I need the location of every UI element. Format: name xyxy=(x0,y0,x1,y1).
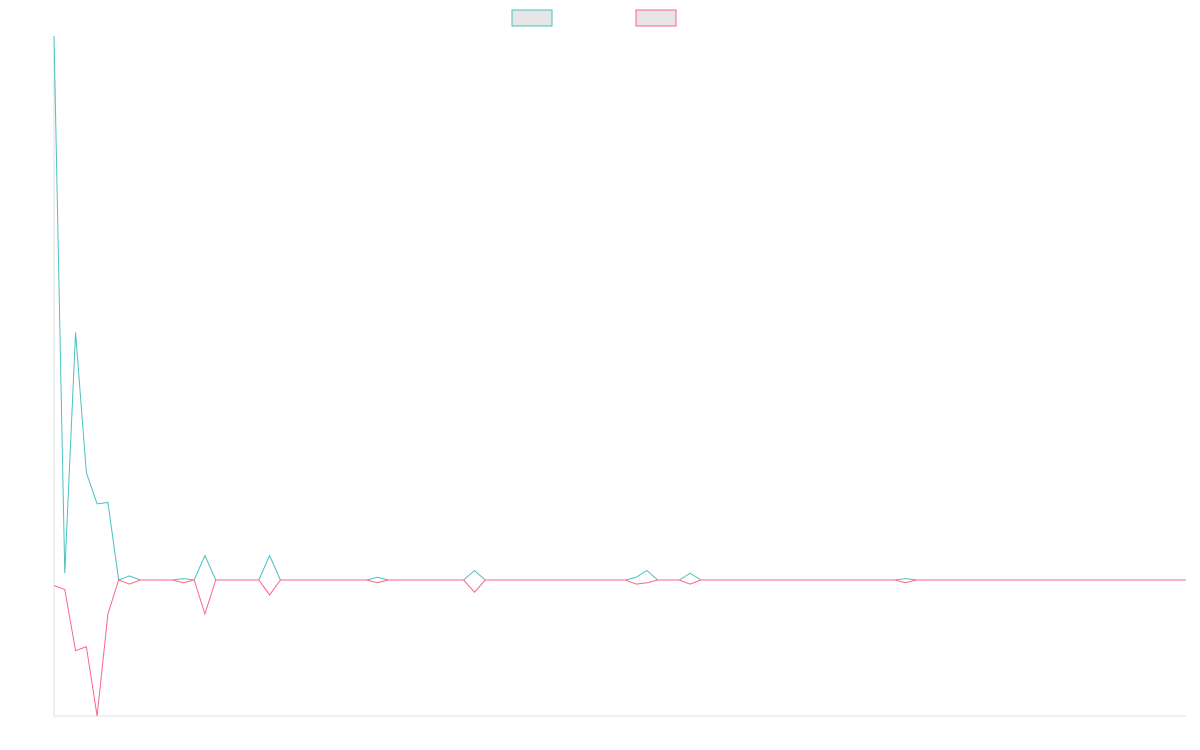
series-1-line xyxy=(53,35,1186,581)
legend-swatch-series-1[interactable] xyxy=(511,9,553,27)
series-layer xyxy=(53,35,1186,717)
legend[interactable] xyxy=(511,9,677,27)
series-2-line xyxy=(53,579,1186,717)
legend-swatch-series-2[interactable] xyxy=(635,9,677,27)
